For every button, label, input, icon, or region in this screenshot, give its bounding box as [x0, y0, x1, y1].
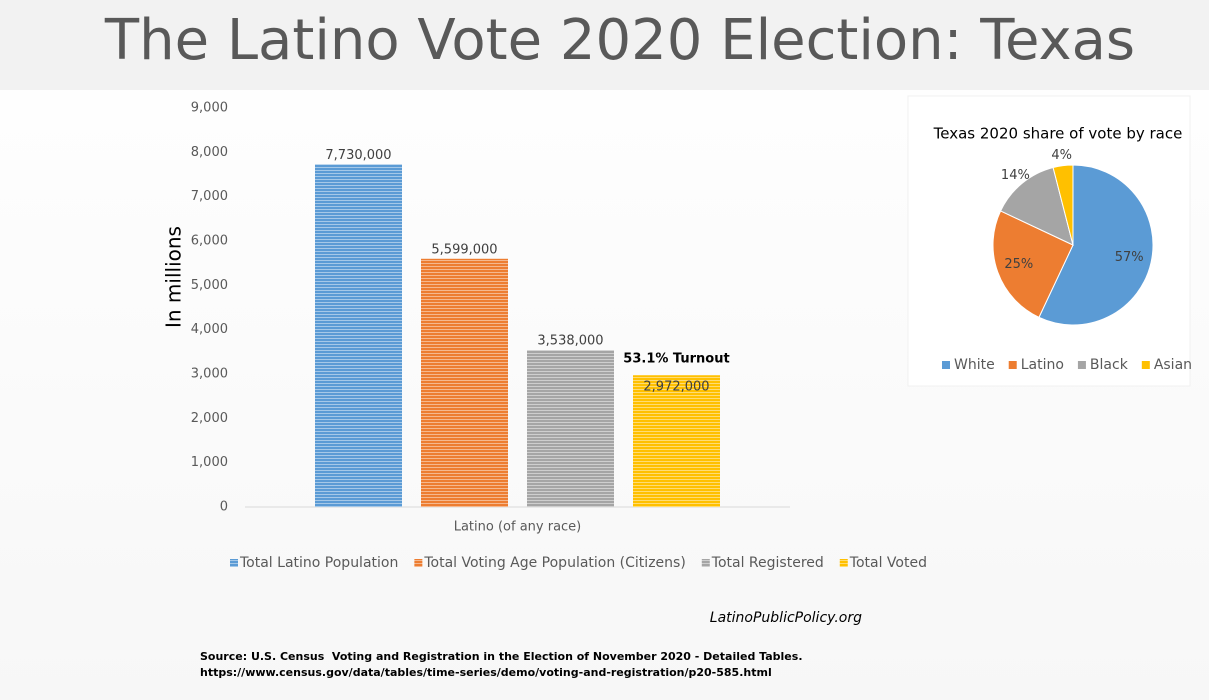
- y-tick-label: 8,000: [191, 145, 228, 160]
- pie-label: 57%: [1115, 250, 1144, 265]
- legend-label: Black: [1090, 357, 1129, 373]
- data-label: 3,538,000: [537, 334, 603, 349]
- x-tick-label: Latino (of any race): [454, 520, 582, 535]
- pie-slice: [999, 166, 1074, 246]
- legend-swatch: [942, 361, 950, 369]
- y-tick-label: 2,000: [191, 411, 228, 426]
- y-tick-label: 0: [220, 500, 228, 515]
- legend-swatch: [1008, 361, 1017, 369]
- legend-label: Total Registered: [711, 555, 824, 571]
- pie-title: Texas 2020 share of vote by race: [933, 125, 1183, 143]
- y-axis-title: In millions: [162, 226, 186, 328]
- legend-label: Latino: [1021, 357, 1064, 373]
- data-label: 7,730,000: [325, 148, 391, 163]
- legend-label: Asian: [1154, 357, 1192, 373]
- bar: [421, 258, 508, 507]
- y-tick-label: 4,000: [191, 322, 228, 337]
- y-tick-label: 5,000: [191, 278, 228, 293]
- source-line: https://www.census.gov/data/tables/time-…: [200, 666, 772, 679]
- y-tick-label: 7,000: [191, 189, 228, 204]
- data-label: 5,599,000: [431, 242, 497, 257]
- legend-label: Total Latino Population: [239, 555, 398, 571]
- bar: [633, 375, 720, 507]
- title-band: [0, 0, 1209, 90]
- annotation: 53.1% Turnout: [623, 352, 729, 367]
- legend-swatch: [414, 559, 423, 567]
- legend-label: Total Voted: [849, 555, 927, 571]
- y-tick-label: 1,000: [191, 455, 228, 470]
- pie-slice: [1052, 164, 1074, 246]
- legend-swatch: [230, 559, 238, 567]
- legend-label: White: [954, 357, 995, 373]
- legend-swatch: [1077, 361, 1086, 369]
- legend-label: Total Voting Age Population (Citizens): [423, 555, 685, 571]
- bar: [527, 350, 614, 507]
- y-tick-label: 6,000: [191, 234, 228, 249]
- pie-label: 4%: [1051, 148, 1072, 163]
- slide-title: The Latino Vote 2020 Election: Texas: [104, 8, 1135, 73]
- pie-slice: [992, 210, 1074, 319]
- bar: [315, 164, 402, 507]
- legend-swatch: [839, 559, 848, 567]
- y-tick-label: 9,000: [191, 101, 228, 116]
- y-tick-label: 3,000: [191, 367, 228, 382]
- pie-slice: [1038, 164, 1154, 326]
- site: LatinoPublicPolicy.org: [710, 610, 862, 626]
- source-line: Source: U.S. Census Voting and Registrat…: [200, 650, 803, 663]
- legend-swatch: [1141, 361, 1150, 369]
- data-label: 2,972,000: [643, 380, 709, 395]
- pie-label: 25%: [1004, 257, 1033, 272]
- legend-swatch: [701, 559, 710, 567]
- pie-label: 14%: [1001, 168, 1030, 183]
